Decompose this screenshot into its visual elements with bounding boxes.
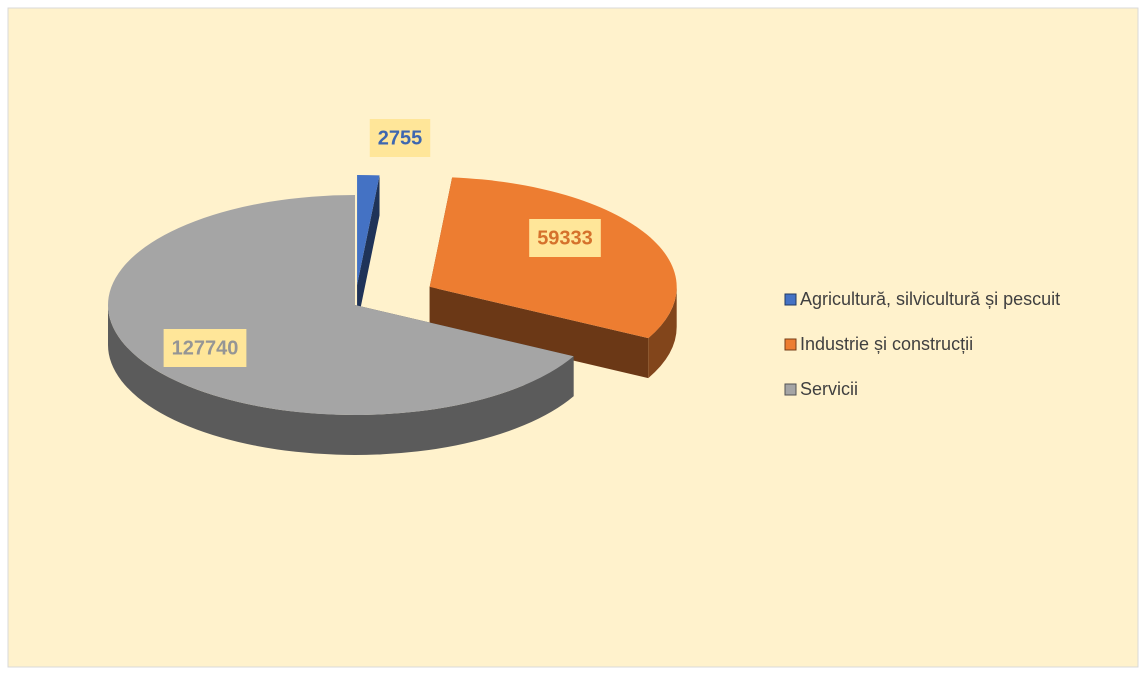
slice [357, 174, 380, 285]
value-label-bg [369, 119, 431, 157]
value-label: 59333 [537, 227, 593, 249]
value-label-bg [163, 329, 247, 367]
legend-marker [784, 293, 797, 306]
slice-side [648, 286, 677, 379]
slice [429, 177, 677, 339]
value-label-bg [529, 219, 601, 257]
value-label: 2755 [378, 127, 423, 149]
slice-wall [429, 286, 649, 379]
slice-wall [357, 175, 380, 325]
legend-marker [784, 383, 797, 396]
slice-side [108, 305, 574, 455]
slice-3d [357, 174, 380, 325]
value-label: 127740 [172, 337, 239, 359]
slice-3d [429, 177, 677, 379]
legend-label: Agricultură, silvicultură și pescuit [800, 289, 1060, 309]
legend-label: Industrie și construcții [800, 334, 973, 354]
legend-marker [784, 338, 797, 351]
legend-label: Servicii [800, 379, 858, 399]
